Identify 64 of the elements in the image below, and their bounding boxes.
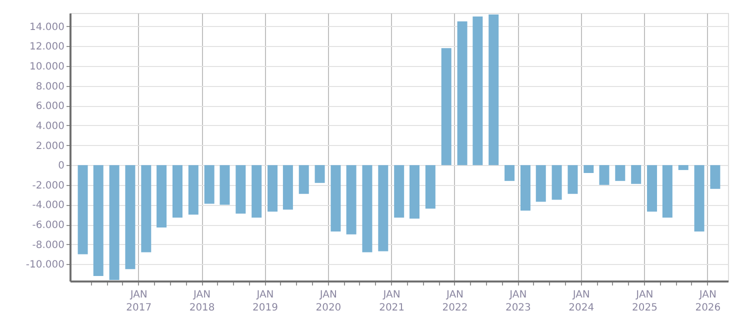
y-tick-label: -8.000 (32, 240, 64, 251)
y-tick-label: -10.000 (26, 260, 64, 271)
bar (378, 165, 388, 252)
bar (472, 16, 483, 166)
y-tick-label: 10.000 (30, 62, 64, 73)
bar (504, 165, 515, 181)
bar (631, 165, 642, 184)
x-tick-label: JAN 2024 (568, 290, 594, 313)
x-tick-label: JAN 2023 (505, 290, 531, 313)
y-tick-label: 4.000 (36, 120, 64, 132)
x-tick-label: JAN 2026 (695, 290, 721, 313)
bar (78, 165, 88, 254)
bar (520, 165, 530, 211)
x-tick-label: JAN 2017 (126, 290, 152, 313)
bar (584, 165, 594, 174)
bar (188, 165, 198, 215)
bar (125, 165, 136, 270)
bar (109, 165, 120, 280)
bar (409, 165, 420, 219)
bar (615, 165, 626, 181)
x-tick-label: JAN 2022 (442, 290, 468, 313)
bar (252, 165, 262, 218)
bar (394, 165, 404, 218)
x-tick-label: JAN 2020 (316, 290, 342, 313)
bar (678, 165, 688, 170)
bar (236, 165, 246, 214)
bar (488, 14, 499, 166)
y-tick-label: 6.000 (36, 101, 64, 112)
y-tick-label: -6.000 (32, 220, 64, 232)
bar (204, 165, 214, 204)
bar (552, 165, 562, 200)
bar (568, 165, 578, 194)
bar (599, 165, 610, 185)
bar (172, 165, 182, 218)
bar (441, 48, 452, 166)
x-tick-label: JAN 2025 (632, 290, 658, 313)
bar (647, 165, 658, 212)
bar (141, 165, 152, 252)
bar (298, 165, 309, 194)
bar (536, 165, 546, 202)
bar (362, 165, 372, 252)
y-tick-label: 2.000 (36, 140, 64, 152)
bar (314, 165, 325, 183)
bar (662, 165, 672, 218)
y-tick-label: 14.000 (30, 22, 64, 33)
y-tick-label: -4.000 (32, 200, 64, 212)
bar (330, 165, 341, 232)
bar (457, 21, 468, 166)
bar (694, 165, 704, 232)
x-tick-label: JAN 2018 (189, 290, 215, 313)
bar (156, 165, 167, 228)
bar (282, 165, 293, 210)
bar (425, 165, 436, 209)
y-tick-label: -2.000 (32, 180, 64, 192)
bar (220, 165, 230, 205)
y-tick-label: 0 (58, 160, 64, 172)
x-tick-label: JAN 2021 (379, 290, 405, 313)
bar (710, 165, 720, 189)
y-tick-label: 12.000 (30, 42, 64, 53)
x-tick-label: JAN 2019 (252, 290, 278, 313)
bar (93, 165, 104, 276)
bar (268, 165, 278, 212)
y-tick-label: 8.000 (36, 81, 64, 92)
bar (346, 165, 356, 234)
